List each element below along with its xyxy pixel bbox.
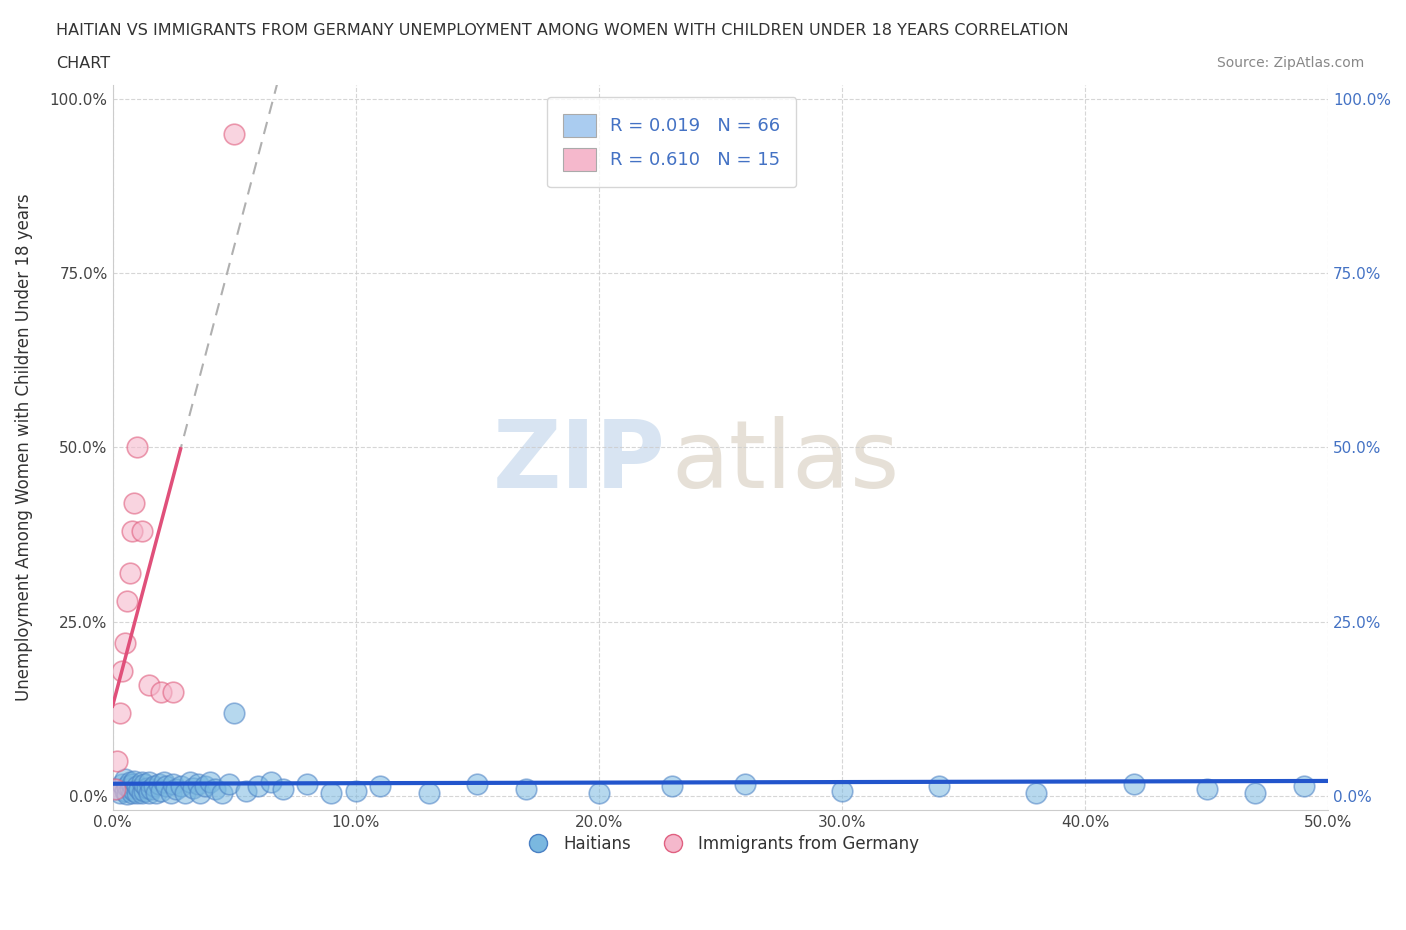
Point xyxy=(218,777,240,791)
Point xyxy=(174,785,197,800)
Text: ZIP: ZIP xyxy=(492,416,665,508)
Text: CHART: CHART xyxy=(56,56,110,71)
Point xyxy=(734,777,756,791)
Point xyxy=(121,785,143,800)
Point xyxy=(259,775,281,790)
Point xyxy=(155,778,177,793)
Point xyxy=(198,775,221,790)
Point xyxy=(162,684,184,699)
Point xyxy=(118,775,141,790)
Point xyxy=(181,780,204,795)
Point xyxy=(105,782,128,797)
Point xyxy=(115,787,138,802)
Point xyxy=(145,785,167,800)
Point xyxy=(222,705,245,720)
Point xyxy=(204,782,226,797)
Point xyxy=(118,565,141,580)
Point xyxy=(344,783,367,798)
Point xyxy=(1122,777,1144,791)
Point xyxy=(138,785,160,800)
Point xyxy=(222,126,245,141)
Text: atlas: atlas xyxy=(672,416,900,508)
Point xyxy=(124,783,146,798)
Point xyxy=(134,783,156,798)
Legend: Haitians, Immigrants from Germany: Haitians, Immigrants from Germany xyxy=(515,829,925,860)
Point xyxy=(115,593,138,608)
Point xyxy=(138,775,160,790)
Point xyxy=(108,705,131,720)
Point xyxy=(418,785,440,800)
Point xyxy=(152,775,174,790)
Point xyxy=(515,782,537,797)
Point xyxy=(124,496,146,511)
Point xyxy=(131,785,153,800)
Point xyxy=(165,782,187,797)
Point xyxy=(114,771,136,786)
Point xyxy=(148,777,170,791)
Point xyxy=(114,783,136,798)
Point xyxy=(368,778,391,793)
Point xyxy=(160,785,183,800)
Point xyxy=(1292,778,1315,793)
Point xyxy=(1244,785,1267,800)
Y-axis label: Unemployment Among Women with Children Under 18 years: Unemployment Among Women with Children U… xyxy=(15,193,32,701)
Point xyxy=(1195,782,1218,797)
Point xyxy=(188,785,211,800)
Point xyxy=(179,775,201,790)
Point xyxy=(169,778,191,793)
Point xyxy=(131,524,153,538)
Point xyxy=(661,778,683,793)
Point xyxy=(235,783,257,798)
Point xyxy=(138,677,160,692)
Point xyxy=(115,778,138,793)
Point xyxy=(141,782,163,797)
Point xyxy=(1025,785,1047,800)
Point xyxy=(831,783,853,798)
Point xyxy=(125,785,148,800)
Point xyxy=(114,635,136,650)
Point xyxy=(295,777,318,791)
Point xyxy=(150,684,173,699)
Point xyxy=(321,785,343,800)
Point xyxy=(150,783,173,798)
Point xyxy=(125,778,148,793)
Point xyxy=(124,774,146,789)
Text: Source: ZipAtlas.com: Source: ZipAtlas.com xyxy=(1216,56,1364,70)
Point xyxy=(105,754,128,769)
Point xyxy=(135,780,157,795)
Point xyxy=(121,777,143,791)
Point xyxy=(928,778,950,793)
Point xyxy=(134,777,156,791)
Point xyxy=(142,778,165,793)
Point xyxy=(247,778,270,793)
Point xyxy=(108,785,131,800)
Text: HAITIAN VS IMMIGRANTS FROM GERMANY UNEMPLOYMENT AMONG WOMEN WITH CHILDREN UNDER : HAITIAN VS IMMIGRANTS FROM GERMANY UNEMP… xyxy=(56,23,1069,38)
Point xyxy=(588,785,610,800)
Point xyxy=(104,782,127,797)
Point xyxy=(187,777,209,791)
Point xyxy=(271,782,294,797)
Point xyxy=(121,524,143,538)
Point xyxy=(111,777,134,791)
Point xyxy=(128,782,150,797)
Point xyxy=(465,777,488,791)
Point xyxy=(194,778,217,793)
Point xyxy=(118,780,141,795)
Point xyxy=(211,785,233,800)
Point xyxy=(111,663,134,678)
Point xyxy=(131,775,153,790)
Point xyxy=(125,440,148,455)
Point xyxy=(162,777,184,791)
